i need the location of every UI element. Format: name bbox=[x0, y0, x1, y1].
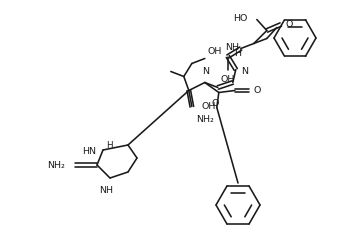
Text: NH₂: NH₂ bbox=[196, 115, 214, 124]
Text: H: H bbox=[234, 49, 241, 58]
Text: O: O bbox=[254, 86, 261, 95]
Text: OH: OH bbox=[221, 75, 235, 84]
Text: HN: HN bbox=[82, 148, 96, 157]
Text: N: N bbox=[202, 68, 209, 76]
Text: OH: OH bbox=[207, 47, 222, 56]
Text: NH₂: NH₂ bbox=[47, 160, 65, 169]
Text: HO: HO bbox=[234, 14, 248, 23]
Text: N: N bbox=[241, 67, 248, 76]
Text: NH: NH bbox=[225, 43, 239, 52]
Text: O: O bbox=[286, 20, 293, 29]
Text: H: H bbox=[106, 140, 113, 149]
Text: NH: NH bbox=[99, 186, 113, 195]
Text: OH: OH bbox=[202, 102, 216, 111]
Text: O: O bbox=[211, 99, 219, 108]
